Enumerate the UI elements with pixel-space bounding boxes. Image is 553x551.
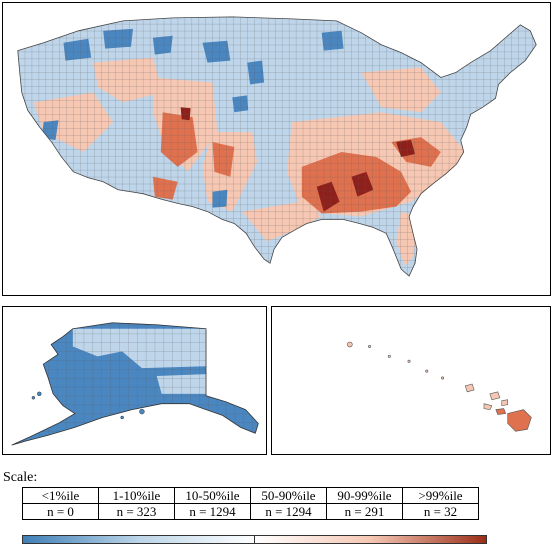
legend-gradient-blue bbox=[23, 536, 255, 543]
legend-label-row: <1%ile 1-10%ile 10-50%ile 50-90%ile 90-9… bbox=[22, 487, 479, 504]
legend-bin-count: n = 32 bbox=[402, 503, 479, 520]
legend-table: <1%ile 1-10%ile 10-50%ile 50-90%ile 90-9… bbox=[22, 487, 479, 520]
legend-bin-label: 10-50%ile bbox=[174, 487, 251, 504]
legend-bin-label: >99%ile bbox=[402, 487, 479, 504]
alaska-outline bbox=[11, 322, 259, 446]
alaska-map bbox=[11, 322, 259, 446]
county-borders bbox=[17, 16, 537, 277]
legend-bin-label: 90-99%ile bbox=[326, 487, 403, 504]
legend-bin-count: n = 1294 bbox=[250, 503, 327, 520]
scale-label: Scale: bbox=[3, 470, 38, 485]
legend-bin-count: n = 0 bbox=[22, 503, 99, 520]
legend-bin-count: n = 323 bbox=[98, 503, 175, 520]
aleutian-islands bbox=[31, 391, 145, 420]
hawaii-islands bbox=[347, 341, 532, 432]
hawaii-map bbox=[347, 341, 532, 432]
contiguous-us-map-panel bbox=[2, 2, 551, 296]
legend-color-bar bbox=[22, 535, 487, 544]
alaska-map-panel bbox=[2, 306, 267, 455]
legend-bin-label: 50-90%ile bbox=[250, 487, 327, 504]
contiguous-us-map bbox=[17, 16, 537, 277]
hawaii-map-panel bbox=[271, 306, 551, 455]
legend-bin-label: <1%ile bbox=[22, 487, 99, 504]
us-outline bbox=[17, 16, 537, 277]
legend-bin-count: n = 291 bbox=[326, 503, 403, 520]
legend-count-row: n = 0 n = 323 n = 1294 n = 1294 n = 291 … bbox=[22, 503, 479, 520]
legend-gradient-red bbox=[253, 536, 486, 543]
county-borders bbox=[11, 322, 259, 446]
legend-bin-count: n = 1294 bbox=[174, 503, 251, 520]
legend-bin-label: 1-10%ile bbox=[98, 487, 175, 504]
